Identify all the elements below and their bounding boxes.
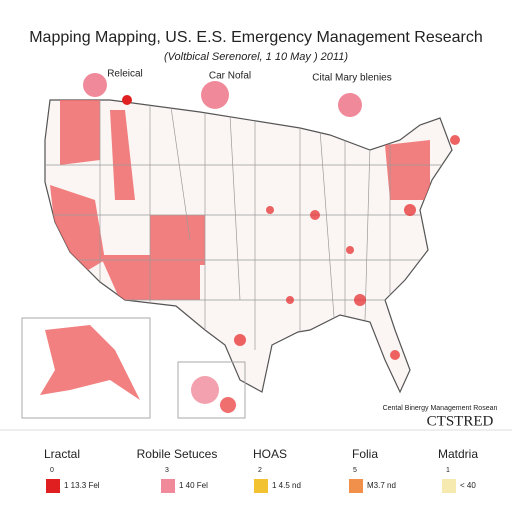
credit: Cental Binergy Management Rosean <box>383 405 498 412</box>
title: Mapping Mapping, US. E.S. Emergency Mana… <box>29 29 483 46</box>
legend-name: HOAS <box>253 447 287 461</box>
legend-swatch <box>254 479 268 493</box>
legend-name: Folia <box>352 447 378 461</box>
legend: Lractal 0 1 13.3 Fel Robile Setuces 3 1 40 Fe… <box>44 447 478 493</box>
legend-count: 0 <box>50 467 54 474</box>
legend-name: Matdria <box>438 447 478 461</box>
legend-swatch <box>161 479 175 493</box>
inset-label: Releical <box>107 69 143 80</box>
legend-count: 5 <box>353 467 357 474</box>
legend-name: Lractal <box>44 447 80 461</box>
legend-swatch <box>442 479 456 493</box>
legend-count: 3 <box>165 467 169 474</box>
us-map <box>21 73 460 419</box>
legend-name: Robile Setuces <box>137 447 218 461</box>
legend-note: < 40 <box>460 481 476 490</box>
legend-swatch <box>349 479 363 493</box>
legend-note: 1 4.5 nd <box>272 481 301 490</box>
legend-note: 1 40 Fel <box>179 481 208 490</box>
legend-count: 2 <box>258 467 262 474</box>
legend-note: 1 13.3 Fel <box>64 481 100 490</box>
inset-label: Car Nofal <box>209 71 251 82</box>
legend-count: 1 <box>446 467 450 474</box>
inset-label: Cital Mary blenies <box>312 73 391 84</box>
legend-note: M3.7 nd <box>367 481 396 490</box>
subtitle: (Voltbical Serenorel, 1 10 May ) 2011) <box>164 51 348 63</box>
credit-mark: CTSTRED <box>427 413 494 429</box>
legend-swatch <box>46 479 60 493</box>
